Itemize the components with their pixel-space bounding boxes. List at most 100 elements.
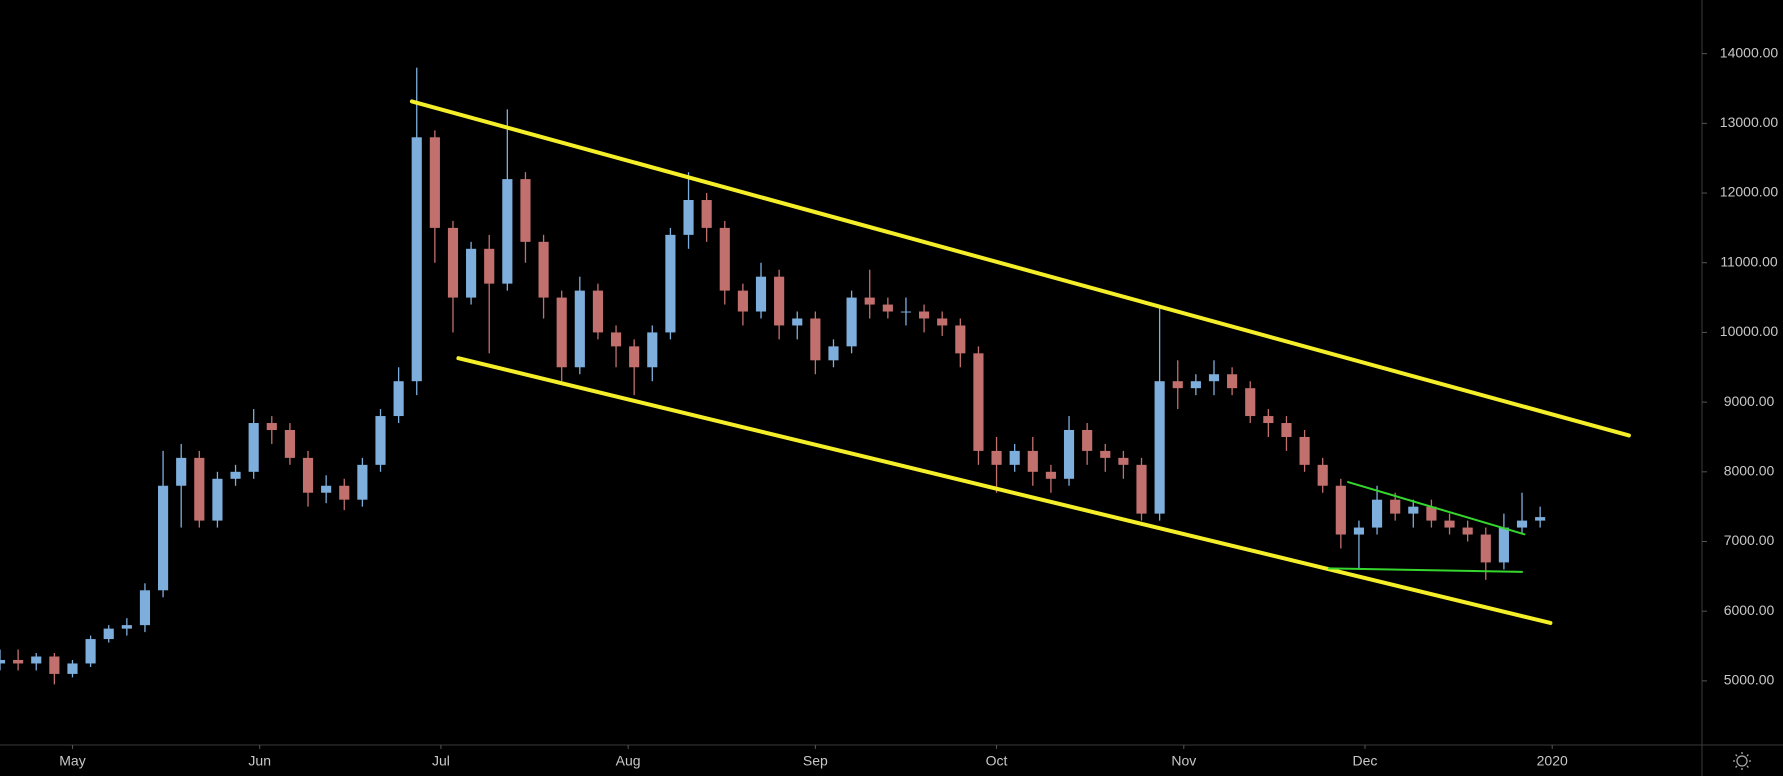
candle-body	[846, 297, 857, 347]
y-tick-label: 8000.00	[1724, 463, 1775, 479]
y-tick-label: 9000.00	[1724, 393, 1775, 409]
settings-icon[interactable]	[1733, 752, 1751, 770]
candle-body	[610, 332, 622, 347]
candle-body	[321, 485, 332, 493]
candle-body	[1118, 457, 1129, 465]
candle-body	[13, 659, 24, 664]
candle-body	[1245, 388, 1256, 417]
icon-rays	[1733, 752, 1751, 770]
x-tick-label: Sep	[803, 753, 828, 769]
x-tick-label: 2020	[1537, 753, 1568, 769]
x-tick-label: Oct	[986, 753, 1008, 769]
candle-body	[792, 318, 803, 326]
x-tick-label: Aug	[616, 753, 641, 769]
candle-body	[1371, 499, 1383, 528]
x-tick-label: Jun	[248, 753, 271, 769]
candle-body	[1208, 374, 1220, 382]
candle-body	[284, 429, 295, 458]
candle-body	[538, 241, 549, 298]
candle-body	[1045, 471, 1056, 479]
candle-body	[121, 625, 132, 629]
candle-body	[375, 416, 386, 465]
candle-body	[230, 471, 241, 479]
candle-body	[1426, 506, 1437, 521]
candle-body	[1281, 423, 1292, 437]
candle-body	[882, 304, 893, 312]
candle-body	[447, 227, 459, 298]
candle-body	[411, 137, 422, 382]
candle-body	[266, 423, 277, 430]
y-tick-label: 13000.00	[1720, 114, 1779, 130]
candle-body	[194, 457, 205, 521]
candle-body	[1082, 429, 1093, 451]
candle-body	[1172, 381, 1183, 389]
x-tick-label: Dec	[1353, 753, 1378, 769]
candle-body	[1408, 506, 1419, 514]
candle-body	[900, 311, 912, 313]
x-tick-label: Jul	[432, 753, 450, 769]
candle-body	[139, 590, 151, 626]
candle-body	[1317, 464, 1328, 486]
candle-body	[67, 663, 78, 674]
y-tick-label: 11000.00	[1720, 253, 1778, 269]
candle-body	[85, 639, 96, 664]
candle-body	[955, 325, 966, 354]
candle-body	[176, 457, 187, 486]
candle-body	[1462, 527, 1473, 535]
candle-body	[973, 353, 984, 451]
candle-body	[49, 656, 60, 674]
candle-body	[248, 423, 259, 472]
candle-body	[1535, 517, 1546, 521]
x-tick-label: May	[59, 753, 85, 769]
trendline	[1347, 481, 1526, 536]
candle-body	[502, 179, 513, 284]
candle-body	[774, 276, 785, 326]
candle-body	[629, 346, 640, 368]
candle-body	[357, 464, 368, 500]
candle-body	[719, 227, 730, 291]
candle-body	[1027, 450, 1038, 472]
y-tick-label: 5000.00	[1724, 672, 1775, 688]
candle-body	[1009, 450, 1020, 465]
y-tick-label: 6000.00	[1724, 602, 1775, 618]
candle-body	[393, 381, 404, 417]
candle-body	[1390, 499, 1401, 514]
y-tick-label: 7000.00	[1724, 532, 1775, 548]
candle-body	[737, 290, 748, 312]
x-tick-label: Nov	[1171, 753, 1196, 769]
candle-body	[864, 297, 875, 305]
candle-body	[665, 234, 676, 333]
candle-body	[302, 457, 314, 493]
trendline	[409, 99, 1631, 438]
candle-body	[1136, 464, 1147, 514]
candle-body	[810, 318, 821, 361]
candle-body	[574, 290, 585, 368]
candle-body	[339, 485, 350, 500]
candle-body	[701, 200, 712, 228]
candle-body	[1353, 527, 1365, 535]
candle-body	[1498, 527, 1509, 563]
candle-body	[647, 332, 658, 368]
candle-body	[1299, 436, 1310, 465]
candle-body	[683, 200, 694, 235]
icon-circle	[1736, 755, 1748, 767]
candle-body	[991, 450, 1002, 465]
candle-body	[1335, 485, 1346, 535]
candle-body	[1063, 429, 1075, 479]
candle-body	[1516, 520, 1528, 528]
trendline	[456, 356, 1553, 625]
candle-body	[1154, 381, 1165, 514]
candle-body	[212, 478, 223, 521]
candle-body	[0, 659, 6, 664]
trendline	[1327, 567, 1524, 573]
candle-body	[556, 297, 567, 368]
candle-body	[1480, 534, 1491, 563]
candle-body	[1100, 450, 1111, 458]
y-tick-label: 12000.00	[1720, 184, 1779, 200]
candle-body	[520, 179, 531, 242]
candle-body	[466, 248, 477, 298]
candle-body	[1227, 374, 1238, 389]
candle-body	[31, 656, 42, 664]
